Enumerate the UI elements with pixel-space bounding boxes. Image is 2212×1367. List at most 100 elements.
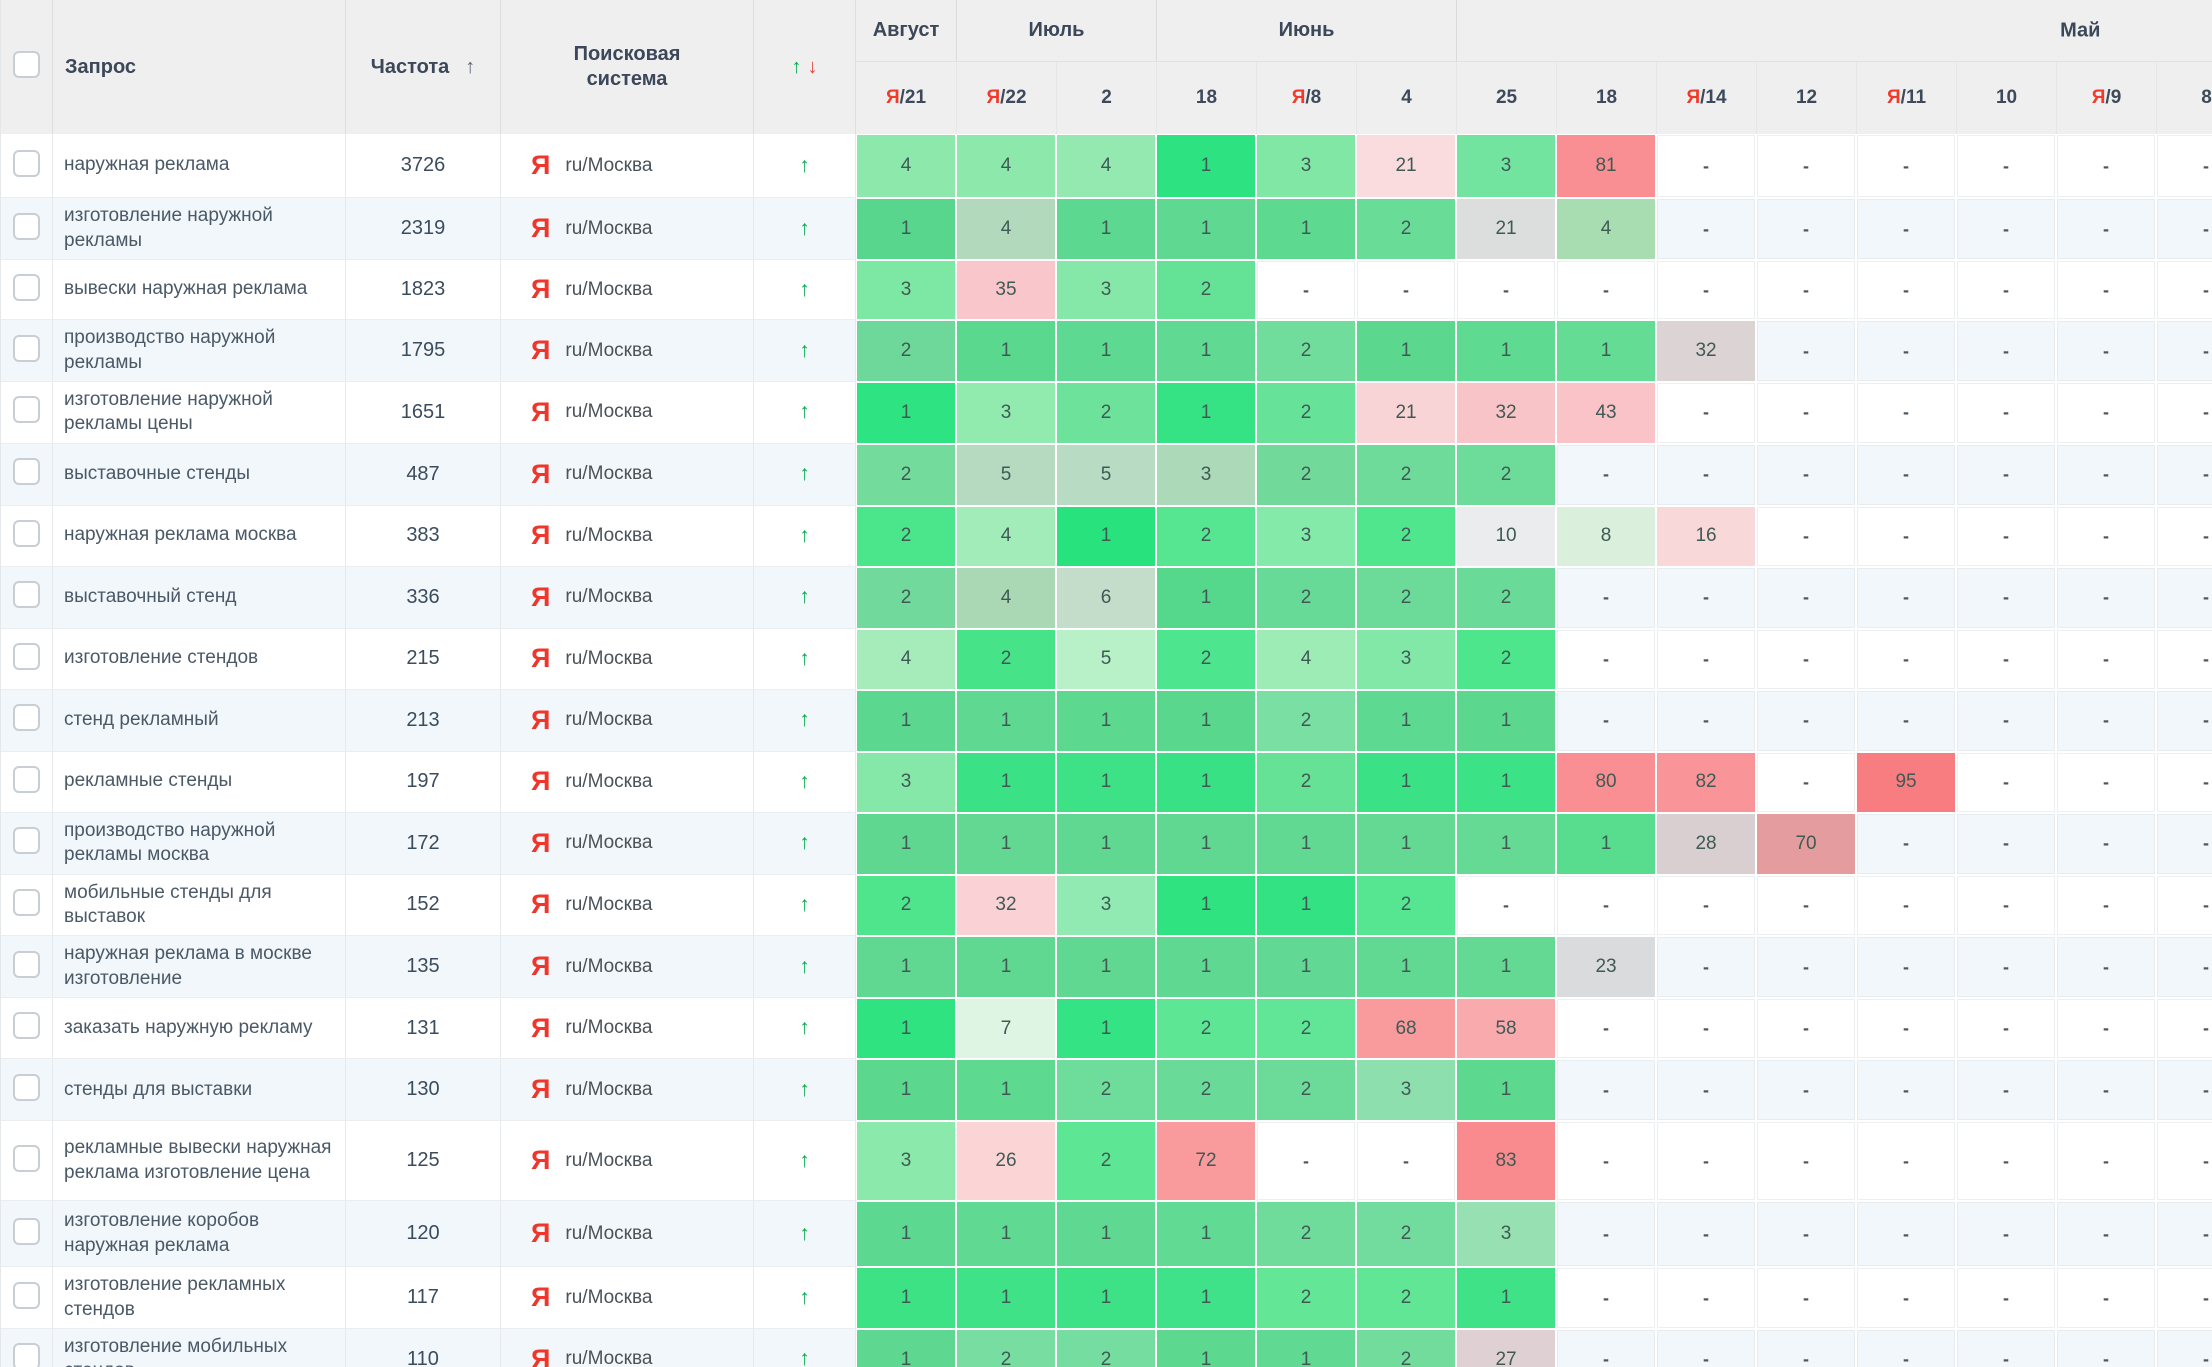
date-column-header[interactable]: Я/22 bbox=[956, 62, 1056, 134]
frequency-value: 120 bbox=[406, 1222, 440, 1245]
position-cell: 2 bbox=[1356, 874, 1457, 937]
date-column-header[interactable]: Я/21 bbox=[856, 62, 956, 134]
position-cell: 1 bbox=[856, 1328, 956, 1367]
date-column-header[interactable]: 8 bbox=[2156, 62, 2212, 134]
date-column-header[interactable]: Я/11 bbox=[1856, 62, 1957, 134]
frequency-value: 131 bbox=[406, 1016, 440, 1039]
date-column-header[interactable]: 25 bbox=[1456, 62, 1557, 134]
position-cell: 2 bbox=[1356, 1267, 1457, 1329]
row-checkbox[interactable] bbox=[13, 519, 40, 547]
position-cell: 1 bbox=[1256, 812, 1356, 875]
position-cell: - bbox=[1656, 198, 1757, 260]
column-header-search-engine[interactable]: Поисковая система bbox=[501, 0, 754, 134]
row-checkbox[interactable] bbox=[13, 1012, 40, 1040]
position-cell: 3 bbox=[1456, 134, 1557, 198]
row-checkbox[interactable] bbox=[13, 334, 40, 362]
trend-up-icon: ↑ bbox=[791, 55, 802, 78]
position-cell: 83 bbox=[1456, 1121, 1557, 1202]
position-cell: - bbox=[1956, 998, 2057, 1060]
column-header-trend[interactable]: ↑ ↓ bbox=[754, 0, 856, 134]
position-cell: - bbox=[1656, 1328, 1757, 1367]
select-all-header bbox=[1, 0, 53, 134]
row-checkbox[interactable] bbox=[13, 765, 40, 793]
position-cell: 1 bbox=[1156, 1267, 1256, 1329]
date-column-header[interactable]: 4 bbox=[1356, 62, 1457, 134]
row-checkbox[interactable] bbox=[13, 1073, 40, 1101]
position-cell: - bbox=[1556, 628, 1657, 690]
row-checkbox[interactable] bbox=[13, 149, 40, 177]
position-cell: 3 bbox=[1356, 628, 1457, 690]
position-cell: - bbox=[1756, 1121, 1857, 1202]
position-cell: 2 bbox=[1056, 1059, 1156, 1122]
position-cell: 95 bbox=[1856, 751, 1957, 813]
position-cell: - bbox=[2156, 198, 2212, 260]
date-column-header[interactable]: 12 bbox=[1756, 62, 1857, 134]
position-cell: 2 bbox=[1256, 689, 1356, 752]
position-cell: 1 bbox=[856, 689, 956, 752]
position-cell: - bbox=[1356, 260, 1457, 320]
position-cell: 3 bbox=[1156, 443, 1256, 506]
trend-cell: ↑ bbox=[754, 505, 856, 567]
yandex-icon: Я bbox=[531, 458, 551, 489]
row-checkbox[interactable] bbox=[13, 1281, 40, 1309]
date-column-header[interactable]: Я/9 bbox=[2056, 62, 2157, 134]
date-column-header[interactable]: 18 bbox=[1556, 62, 1657, 134]
date-column-header[interactable]: 18 bbox=[1156, 62, 1256, 134]
row-select-cell bbox=[1, 1121, 53, 1202]
frequency-cell: 172 bbox=[346, 812, 501, 875]
row-checkbox[interactable] bbox=[13, 273, 40, 301]
position-cell: - bbox=[1256, 1121, 1356, 1202]
trend-up-arrow: ↑ bbox=[799, 892, 810, 916]
row-checkbox[interactable] bbox=[13, 1343, 40, 1367]
position-cell: - bbox=[1656, 260, 1757, 320]
row-select-cell bbox=[1, 812, 53, 875]
row-select-cell bbox=[1, 874, 53, 937]
position-cell: - bbox=[1956, 1267, 2057, 1329]
position-cell: 2 bbox=[1156, 998, 1256, 1060]
select-all-checkbox[interactable] bbox=[13, 50, 40, 78]
row-checkbox[interactable] bbox=[13, 827, 40, 855]
position-cell: 2 bbox=[1256, 443, 1356, 506]
row-checkbox[interactable] bbox=[13, 1217, 40, 1245]
row-checkbox[interactable] bbox=[13, 950, 40, 978]
position-cell: - bbox=[1856, 998, 1957, 1060]
date-column-header[interactable]: 10 bbox=[1956, 62, 2057, 134]
date-column-header[interactable]: 2 bbox=[1056, 62, 1156, 134]
position-cell: 32 bbox=[1656, 320, 1757, 382]
position-cell: 1 bbox=[1256, 1328, 1356, 1367]
position-cell: - bbox=[2056, 1121, 2157, 1202]
yandex-update-marker: Я bbox=[986, 87, 1001, 108]
row-checkbox[interactable] bbox=[13, 581, 40, 609]
position-cell: 3 bbox=[856, 1121, 956, 1202]
column-header-query[interactable]: Запрос bbox=[53, 0, 346, 134]
position-cell: 3 bbox=[1056, 260, 1156, 320]
position-cell: 2 bbox=[1256, 1059, 1356, 1122]
position-cell: 80 bbox=[1556, 751, 1657, 813]
trend-up-arrow: ↑ bbox=[799, 523, 810, 547]
position-cell: - bbox=[1756, 689, 1857, 752]
position-cell: - bbox=[1856, 1328, 1957, 1367]
position-cell: - bbox=[2056, 382, 2157, 444]
row-checkbox[interactable] bbox=[13, 642, 40, 670]
row-checkbox[interactable] bbox=[13, 396, 40, 424]
date-column-header[interactable]: Я/14 bbox=[1656, 62, 1757, 134]
query-text: изготовление стендов bbox=[64, 647, 259, 669]
position-cell: - bbox=[2056, 260, 2157, 320]
position-cell: 2 bbox=[1256, 751, 1356, 813]
row-checkbox[interactable] bbox=[13, 212, 40, 240]
row-checkbox[interactable] bbox=[13, 458, 40, 486]
column-header-frequency[interactable]: Частота ↑ bbox=[346, 0, 501, 134]
position-cell: 2 bbox=[1056, 1328, 1156, 1367]
query-cell: рекламные вывески наружная реклама изгот… bbox=[53, 1121, 346, 1202]
date-column-header[interactable]: Я/8 bbox=[1256, 62, 1356, 134]
row-checkbox[interactable] bbox=[13, 1144, 40, 1172]
yandex-update-marker: Я bbox=[1291, 87, 1306, 108]
yandex-update-marker: Я bbox=[2091, 87, 2106, 108]
position-cell: - bbox=[1856, 1267, 1957, 1329]
row-checkbox[interactable] bbox=[13, 888, 40, 916]
row-checkbox[interactable] bbox=[13, 704, 40, 732]
